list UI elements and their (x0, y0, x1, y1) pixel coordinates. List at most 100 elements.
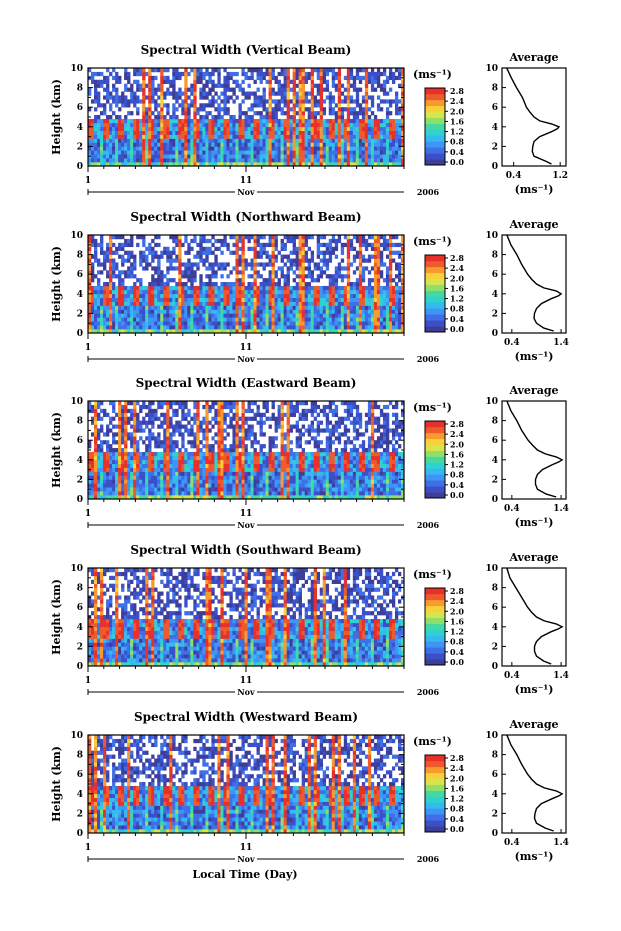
heatmap-cell (184, 238, 188, 244)
heatmap-cell (271, 235, 275, 240)
heatmap-cell (109, 246, 113, 251)
heatmap-cell (274, 282, 278, 287)
colorbar-tick-label: 1.2 (450, 294, 464, 304)
heatmap-cell (295, 289, 299, 295)
heatmap-cell (145, 262, 149, 267)
heatmap-cell (304, 250, 308, 255)
heatmap-cell (130, 321, 134, 326)
heatmap-cell (373, 274, 378, 279)
heatmap-cell (304, 162, 308, 167)
heatmap-cell (283, 68, 287, 73)
heatmap-cell (121, 463, 125, 468)
heatmap-cell (343, 325, 348, 330)
heatmap-cell (118, 416, 122, 421)
heatmap-cell (265, 289, 269, 295)
heatmap-cell (307, 235, 312, 240)
heatmap-cell (133, 305, 137, 310)
heatmap-cell (193, 130, 197, 135)
heatmap-cell (166, 459, 170, 465)
heatmap-cell (319, 87, 324, 92)
heatmap-cell (361, 68, 366, 73)
heatmap-cell (172, 329, 176, 334)
heatmap-cell (376, 258, 381, 263)
heatmap-cell (154, 130, 158, 135)
heatmap-cell (262, 154, 266, 159)
heatmap-cell (295, 325, 299, 330)
heatmap-cell (232, 79, 236, 84)
heatmap-cell (334, 270, 339, 275)
heatmap-cell (202, 154, 206, 159)
heatmap-cell (364, 242, 369, 248)
heatmap-cell (310, 258, 315, 263)
heatmap-cell (127, 75, 131, 81)
heatmap-cell (355, 329, 360, 334)
heatmap-cell (256, 111, 260, 116)
heatmap-cell (172, 146, 176, 151)
heatmap-cell (220, 142, 224, 147)
heatmap-cell (280, 91, 284, 96)
heatmap-cell (358, 118, 363, 124)
heatmap-cell (94, 126, 98, 132)
heatmap-cell (184, 130, 188, 135)
heatmap-cell (301, 87, 305, 92)
heatmap-cell (361, 293, 366, 299)
heatmap-cell (208, 118, 212, 124)
heatmap-cell (346, 75, 351, 81)
heatmap-cell (277, 130, 281, 135)
heatmap-cell (109, 475, 113, 480)
heatmap-cell (217, 150, 221, 155)
heatmap-cell (367, 329, 372, 334)
heatmap-cell (124, 420, 128, 425)
heatmap-cell (340, 278, 345, 283)
heatmap-cell (229, 162, 233, 167)
heatmap-cell (223, 235, 227, 240)
heatmap-cell (100, 459, 104, 465)
heatmap-cell (175, 258, 179, 263)
heatmap-cell (388, 325, 393, 330)
heatmap-cell (160, 321, 164, 326)
heatmap-cell (298, 266, 302, 271)
heatmap-cell (88, 305, 92, 310)
heatmap-cell (217, 238, 221, 244)
heatmap-cell (91, 325, 95, 330)
heatmap-cell (91, 75, 95, 81)
heatmap-cell (106, 487, 110, 492)
heatmap-cell (241, 282, 245, 287)
heatmap-cell (166, 432, 170, 437)
heatmap-cell (310, 71, 315, 77)
heatmap-cell (202, 75, 206, 81)
heatmap-cell (298, 282, 302, 287)
heatmap-cell (331, 68, 336, 73)
heatmap-cell (250, 122, 254, 128)
heatmap-cell (247, 313, 251, 318)
heatmap-cell (214, 162, 218, 167)
heatmap-cell (166, 278, 170, 283)
heatmap-cell (388, 258, 393, 263)
heatmap-cell (241, 305, 245, 310)
heatmap-cell (394, 75, 399, 81)
heatmap-cell (124, 250, 128, 255)
heatmap-cell (346, 266, 351, 271)
heatmap-cell (211, 262, 215, 267)
heatmap-cell (109, 416, 113, 421)
heatmap-cell (202, 87, 206, 92)
heatmap-cell (379, 309, 384, 314)
heatmap-cell (142, 487, 146, 492)
heatmap-cell (373, 325, 378, 330)
heatmap-cell (226, 321, 230, 326)
heatmap-cell (202, 293, 206, 299)
heatmap-cell (349, 282, 354, 287)
heatmap-cell (340, 285, 345, 291)
heatmap-cell (277, 329, 281, 334)
heatmap-cell (208, 282, 212, 287)
heatmap-cell (244, 305, 248, 310)
heatmap-cell (205, 313, 209, 318)
heatmap-cell (301, 250, 305, 255)
heatmap-cell (388, 309, 393, 314)
heatmap-cell (160, 301, 164, 306)
heatmap-cell (136, 95, 140, 100)
heatmap-cell (118, 313, 122, 318)
heatmap-cell (166, 412, 170, 417)
heatmap-cell (211, 321, 215, 326)
heatmap-cell (397, 138, 402, 143)
